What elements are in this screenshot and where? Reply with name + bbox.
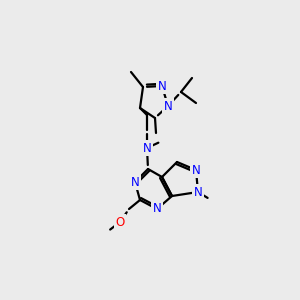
- Text: N: N: [153, 202, 161, 215]
- Text: N: N: [142, 142, 152, 154]
- Text: N: N: [164, 100, 172, 112]
- Text: N: N: [194, 185, 202, 199]
- Text: N: N: [130, 176, 140, 188]
- Text: N: N: [158, 80, 166, 92]
- Text: O: O: [116, 215, 124, 229]
- Text: N: N: [192, 164, 200, 176]
